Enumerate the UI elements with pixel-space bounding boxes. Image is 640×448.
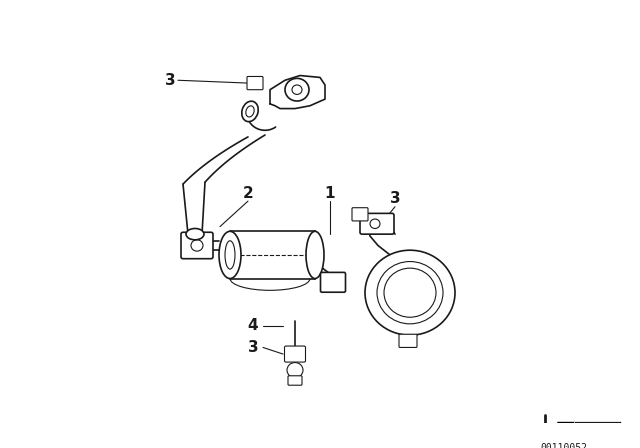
FancyBboxPatch shape	[285, 346, 305, 362]
Circle shape	[370, 219, 380, 228]
FancyBboxPatch shape	[247, 77, 263, 90]
Polygon shape	[575, 422, 620, 434]
Ellipse shape	[384, 268, 436, 317]
Text: 4: 4	[248, 318, 259, 333]
Ellipse shape	[186, 228, 204, 240]
Ellipse shape	[242, 101, 258, 121]
Circle shape	[191, 240, 203, 251]
FancyBboxPatch shape	[321, 272, 346, 292]
Circle shape	[285, 78, 309, 101]
Ellipse shape	[246, 106, 254, 117]
Polygon shape	[557, 422, 620, 434]
Ellipse shape	[225, 241, 235, 269]
Text: 3: 3	[248, 340, 259, 355]
Ellipse shape	[377, 262, 443, 324]
Text: 3: 3	[164, 73, 175, 88]
Polygon shape	[561, 425, 613, 432]
FancyBboxPatch shape	[352, 208, 368, 221]
Ellipse shape	[365, 250, 455, 335]
Circle shape	[292, 85, 302, 95]
FancyBboxPatch shape	[288, 376, 302, 385]
Text: 3: 3	[390, 191, 400, 206]
FancyBboxPatch shape	[181, 232, 213, 258]
FancyBboxPatch shape	[360, 213, 394, 234]
Text: 1: 1	[324, 186, 335, 201]
Text: 00110052: 00110052	[540, 443, 587, 448]
Circle shape	[287, 362, 303, 378]
FancyBboxPatch shape	[399, 334, 417, 348]
Text: 2: 2	[243, 186, 253, 201]
Ellipse shape	[219, 231, 241, 279]
Ellipse shape	[306, 231, 324, 279]
